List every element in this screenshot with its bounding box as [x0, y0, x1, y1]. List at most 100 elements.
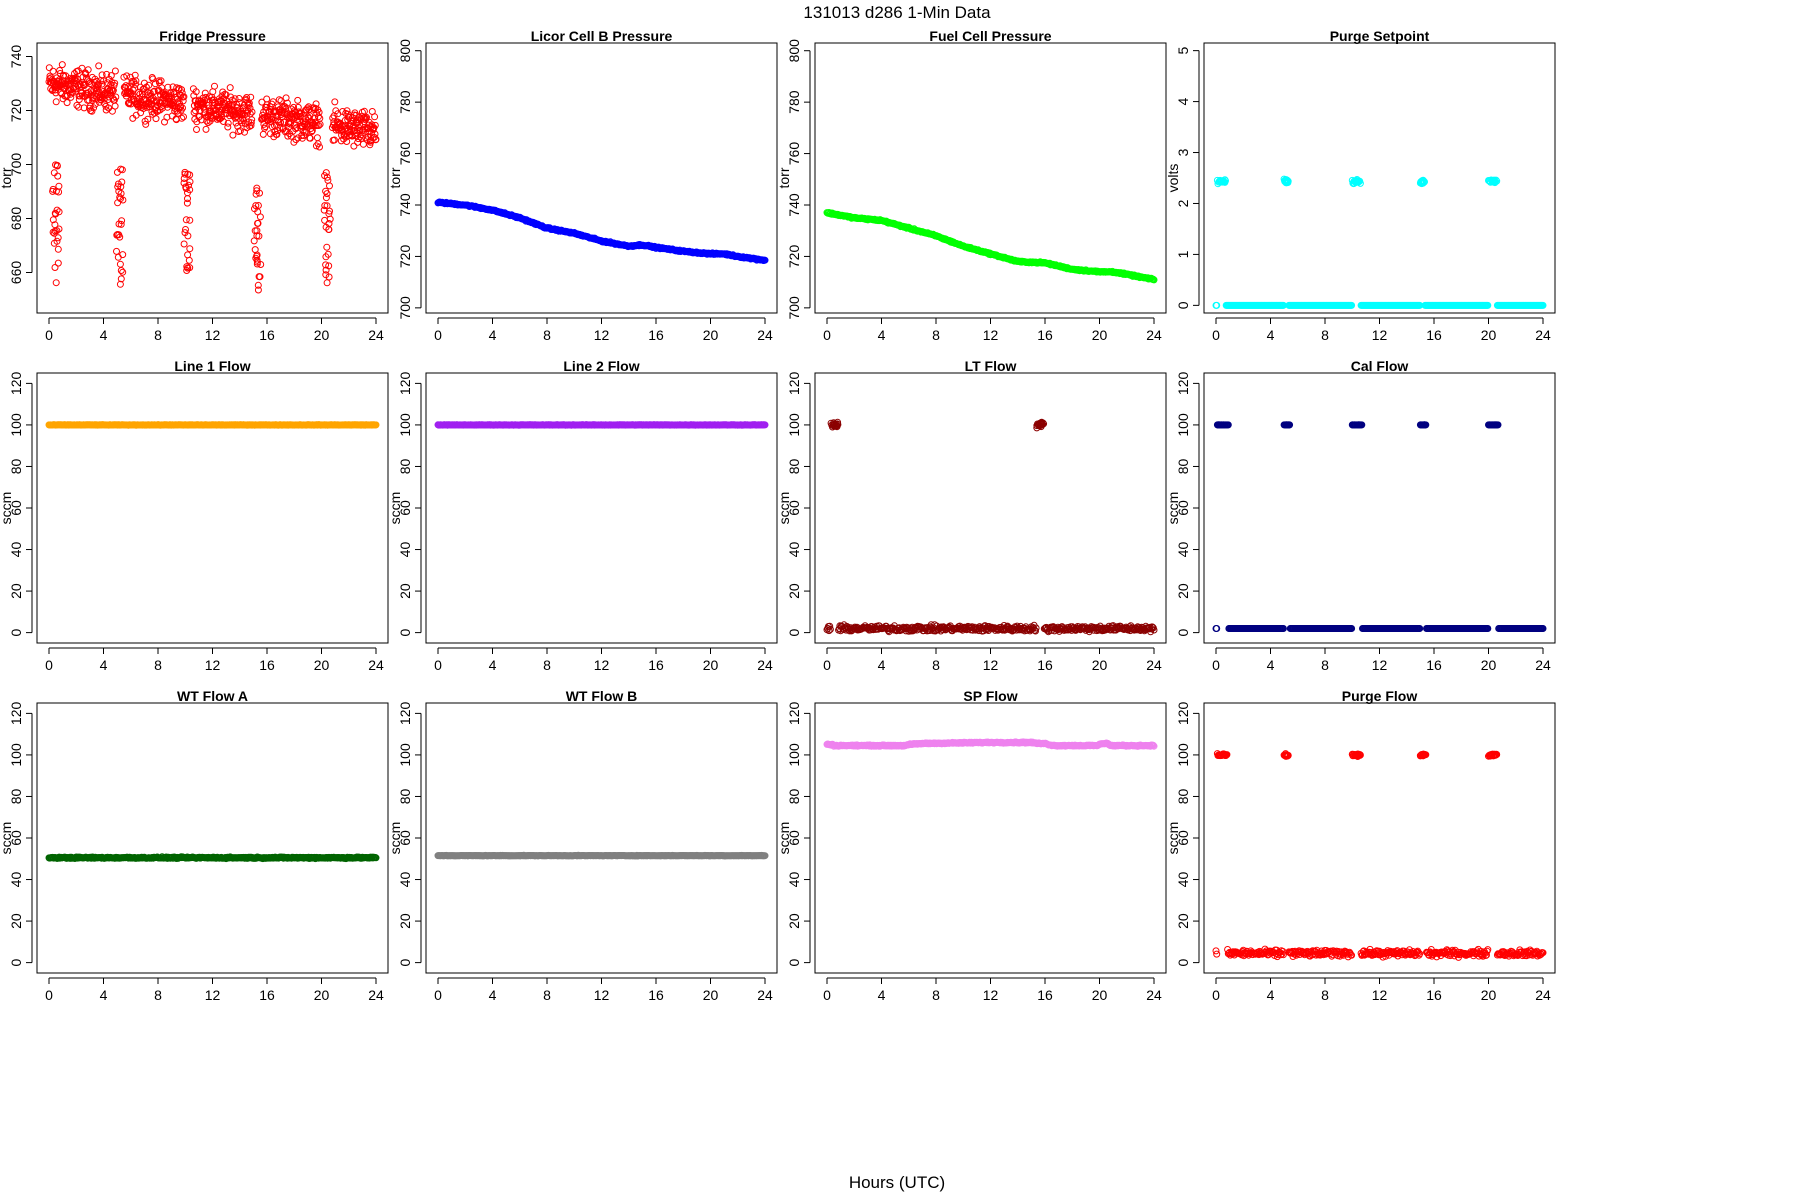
data-point	[117, 165, 125, 173]
plot-frame	[1203, 372, 1556, 644]
data-point	[254, 286, 262, 294]
data-point	[324, 250, 332, 258]
data-point	[91, 100, 99, 108]
x-axis: 0 4 8 12 16 20 24	[823, 317, 1162, 343]
data-point	[314, 113, 322, 121]
data-point	[313, 134, 321, 142]
x-tick-label: 24	[1535, 657, 1551, 673]
x-tick-label: 24	[1146, 327, 1162, 343]
y-axis-label: sccm	[0, 492, 14, 525]
y-tick-label: 1	[1175, 250, 1191, 258]
data-point	[56, 67, 64, 74]
data-point	[116, 280, 124, 288]
x-axis: 0 4 8 12 16 20 24	[45, 317, 384, 343]
y-tick-label: 800	[397, 39, 413, 63]
y-tick-label: 20	[8, 583, 24, 599]
x-tick-label: 24	[1146, 657, 1162, 673]
x-tick-label: 8	[932, 657, 940, 673]
x-tick-label: 4	[878, 327, 886, 343]
data-point	[1213, 625, 1221, 632]
x-tick-label: 0	[823, 327, 831, 343]
data-point	[830, 422, 838, 430]
data-point	[49, 67, 57, 75]
data-point	[252, 202, 260, 210]
x-tick-label: 24	[368, 327, 384, 343]
data-point	[180, 113, 187, 121]
data-point	[182, 226, 189, 233]
x-tick-label: 8	[932, 327, 940, 343]
data-point	[1419, 179, 1427, 187]
data-point	[1348, 301, 1356, 309]
data-point	[84, 66, 92, 74]
data-point	[184, 251, 192, 259]
data-point	[186, 178, 194, 186]
y-tick-label: 40	[786, 542, 802, 558]
data-point	[353, 120, 361, 128]
y-tick-label: 100	[1175, 413, 1191, 437]
data-point	[157, 99, 165, 107]
x-tick-label: 16	[259, 327, 275, 343]
data-point	[325, 210, 333, 218]
data-point	[253, 252, 261, 260]
x-tick-label: 12	[205, 327, 221, 343]
data-point	[111, 79, 119, 87]
data-points	[823, 209, 1158, 284]
x-tick-label: 16	[1037, 657, 1053, 673]
x-tick-label: 4	[878, 657, 886, 673]
y-tick-label: 660	[8, 261, 24, 285]
panel-title: Licor Cell B Pressure	[531, 28, 673, 44]
data-point	[1035, 421, 1043, 429]
x-tick-label: 0	[1212, 327, 1220, 343]
x-tick-label: 12	[983, 657, 999, 673]
data-point	[253, 227, 261, 235]
data-point	[114, 180, 122, 188]
data-point	[254, 281, 262, 289]
data-point	[356, 126, 364, 134]
data-point	[315, 122, 323, 129]
data-point	[325, 273, 333, 281]
x-tick-label: 12	[1372, 657, 1388, 673]
y-tick-label: 740	[8, 45, 24, 69]
data-point	[113, 247, 120, 255]
y-tick-label: 60	[8, 500, 24, 516]
y-axis-label: torr	[776, 167, 792, 188]
data-point	[1279, 625, 1287, 632]
data-point	[247, 119, 255, 127]
data-point	[312, 142, 320, 150]
data-point	[1416, 625, 1424, 632]
data-point	[119, 196, 127, 204]
data-point	[253, 187, 261, 195]
y-tick-label: 40	[8, 542, 24, 558]
data-point	[826, 625, 834, 633]
y-tick-label: 720	[786, 245, 802, 269]
data-point	[202, 125, 210, 133]
data-point	[1149, 275, 1157, 283]
data-point	[833, 422, 841, 430]
data-point	[183, 199, 191, 207]
y-tick-label: 120	[8, 371, 24, 395]
data-point	[54, 245, 62, 253]
x-tick-label: 8	[543, 327, 551, 343]
data-point	[322, 194, 330, 202]
plot-frame	[425, 42, 778, 314]
data-point	[178, 86, 185, 94]
x-tick-label: 4	[100, 657, 108, 673]
y-tick-label: 120	[786, 371, 802, 395]
data-point	[114, 253, 122, 261]
y-tick-label: 5	[1175, 47, 1191, 55]
data-point	[123, 72, 131, 80]
data-point	[248, 108, 256, 116]
data-point	[55, 208, 63, 216]
data-point	[119, 251, 127, 259]
x-tick-label: 16	[1037, 327, 1053, 343]
data-point	[184, 170, 192, 178]
x-tick-label: 24	[1535, 327, 1551, 343]
data-point	[250, 237, 258, 245]
plot-frame	[814, 372, 1167, 644]
data-point	[54, 259, 62, 267]
